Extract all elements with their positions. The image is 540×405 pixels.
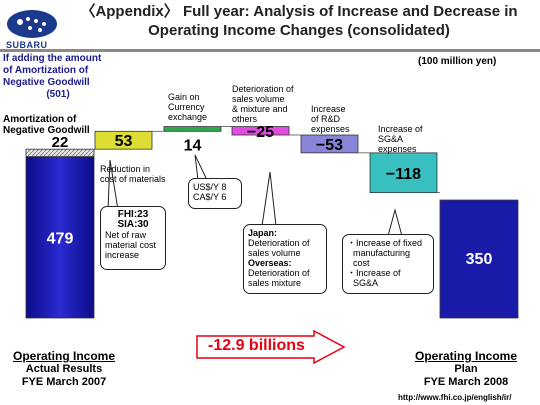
- callout-materials-line-5: increase: [105, 250, 140, 260]
- bar-end: [439, 199, 519, 319]
- brand-name: SUBARU: [6, 40, 48, 50]
- label-currency-line-3: exchange: [168, 112, 208, 122]
- callout-sga-line-4: ・Increase of: [347, 268, 401, 278]
- currency-callout-tail: [194, 154, 208, 181]
- label-volume-line-3: & mixture and: [232, 104, 288, 114]
- callout-sga-line-3: cost: [353, 258, 370, 268]
- label-sga: Increase of SG&A expenses: [378, 124, 423, 154]
- callout-sga: ・Increase of fixed manufacturing cost ・I…: [342, 234, 434, 294]
- label-materials-line-2: cost of materials: [100, 174, 166, 184]
- callout-sga-line-1: ・Increase of fixed: [347, 238, 423, 248]
- bar-label-sga: −118: [386, 166, 421, 183]
- header-band: [0, 0, 540, 46]
- volume-callout-tail: [261, 171, 277, 227]
- callout-materials-line-4: material cost: [105, 240, 157, 250]
- callout-sga-line-2: manufacturing: [353, 248, 411, 258]
- callout-volume-line-3: sales volume: [248, 248, 301, 258]
- label-sga-line-2: SG&A: [378, 134, 404, 144]
- callout-volume-line-2: Deterioration of: [248, 238, 310, 248]
- bottom-right-line-2: Plan: [454, 363, 478, 375]
- label-currency: Gain on Currency exchange: [168, 92, 207, 122]
- bottom-right-line-3: FYE March 2008: [423, 376, 509, 388]
- callout-volume-line-4: Overseas:: [248, 258, 292, 268]
- bottom-left-line-2: Actual Results: [25, 363, 103, 375]
- bar-label-amortization: 22: [52, 134, 69, 151]
- label-rd-line-3: expenses: [311, 124, 350, 134]
- callout-volume-line-1: Japan:: [248, 228, 278, 238]
- bottom-right-label: Operating Income Plan FYE March 2008: [408, 350, 524, 389]
- unit-label: (100 million yen): [418, 56, 497, 67]
- bottom-left-label: Operating Income Actual Results FYE Marc…: [6, 350, 122, 389]
- title-line-2: Operating Income Changes (consolidated): [148, 22, 450, 39]
- label-currency-line-2: Currency: [168, 102, 205, 112]
- decrease-total-label: -12.9 billions: [208, 337, 305, 354]
- bottom-left-heading: Operating Income: [12, 349, 116, 363]
- amortization-label-line-1: Amortization of: [3, 114, 77, 125]
- bar-label-materials: 53: [115, 133, 133, 150]
- callout-materials-line-2: SIA:30: [117, 219, 149, 230]
- goodwill-note-line-2: of Amortization of: [3, 65, 89, 76]
- bar-materials: [94, 130, 153, 150]
- label-rd-line-2: of R&D: [311, 114, 341, 124]
- callout-volume-line-5: Deterioration of: [248, 268, 310, 278]
- callout-materials-line-3: Net of raw: [105, 230, 147, 240]
- bottom-left-line-3: FYE March 2007: [21, 376, 107, 388]
- label-volume-line-4: others: [232, 114, 258, 124]
- title-line-1: 〈Appendix〉 Full year: Analysis of Increa…: [80, 3, 518, 20]
- callout-materials: FHI:23 SIA:30 Net of raw material cost i…: [100, 206, 166, 270]
- sga-callout-tail: [387, 208, 403, 237]
- label-materials: Reduction in cost of materials: [100, 164, 166, 184]
- bottom-right-heading: Operating Income: [414, 349, 518, 363]
- bar-amortization: [25, 148, 95, 157]
- callout-currency-line-2: CA$/Y 6: [193, 192, 227, 202]
- goodwill-note: If adding the amount of Amortization of …: [3, 53, 113, 101]
- bar-rd: [300, 134, 359, 154]
- amortization-label-line-2: Negative Goodwill: [3, 125, 90, 136]
- label-rd: Increase of R&D expenses: [311, 104, 350, 134]
- callout-volume-line-6: sales mixture: [248, 278, 302, 288]
- ir-url: http://www.fhi.co.jp/english/ir/: [398, 393, 512, 402]
- label-volume-line-1: Deterioration of: [232, 84, 294, 94]
- decrease-arrow-icon: [196, 330, 346, 364]
- label-rd-line-1: Increase: [311, 104, 346, 114]
- goodwill-note-line-3: Negative Goodwill: [3, 77, 90, 88]
- header-divider: [0, 49, 540, 52]
- callout-sga-line-5: SG&A: [353, 278, 379, 288]
- goodwill-note-value: (501): [46, 89, 70, 100]
- callout-currency: US$/Y 8 CA$/Y 6: [188, 178, 242, 209]
- callout-materials-line-1: FHI:23: [117, 209, 149, 220]
- page-title: 〈Appendix〉 Full year: Analysis of Increa…: [64, 2, 534, 40]
- bar-label-start: 479: [47, 230, 74, 247]
- goodwill-note-line-1: If adding the amount: [3, 53, 102, 64]
- label-sga-line-3: expenses: [378, 144, 417, 154]
- bar-label-end: 350: [466, 251, 493, 268]
- bar-label-volume: −25: [247, 124, 274, 141]
- label-volume-line-2: sales volume: [232, 94, 285, 104]
- label-currency-line-1: Gain on: [168, 92, 200, 102]
- bar-sga: [369, 152, 438, 194]
- subaru-logo-icon: [7, 10, 57, 38]
- label-sga-line-1: Increase of: [378, 124, 423, 134]
- bar-currency: [163, 126, 222, 132]
- callout-currency-line-1: US$/Y 8: [193, 182, 227, 192]
- label-materials-line-1: Reduction in: [100, 164, 151, 174]
- bar-label-rd: −53: [316, 137, 343, 154]
- label-volume: Deterioration of sales volume & mixture …: [232, 84, 294, 124]
- amortization-label: Amortization of Negative Goodwill: [3, 114, 90, 136]
- bar-volume: [231, 126, 290, 136]
- bar-label-currency: 14: [184, 138, 202, 155]
- bar-start: [25, 156, 95, 319]
- callout-volume: Japan: Deterioration of sales volume Ove…: [243, 224, 327, 294]
